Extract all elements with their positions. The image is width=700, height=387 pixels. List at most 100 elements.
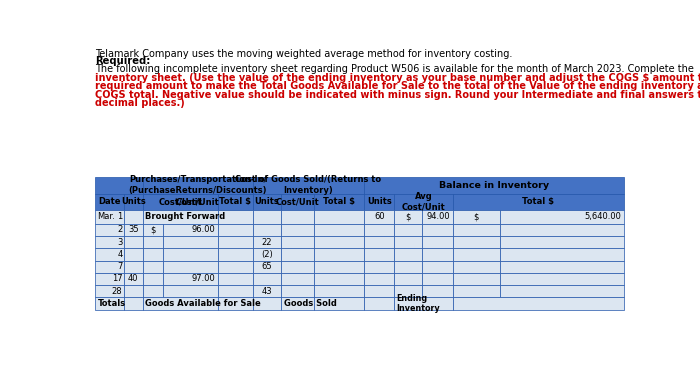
Bar [394,236,422,248]
Bar [364,273,394,285]
Bar [163,260,218,273]
Text: Telamark Company uses the moving weighted average method for inventory costing.: Telamark Company uses the moving weighte… [95,49,512,59]
Bar [143,176,253,194]
Bar [124,285,143,298]
Bar [143,285,164,298]
Bar [364,285,394,298]
Text: 22: 22 [262,238,272,247]
Bar [314,248,364,260]
Bar [452,260,500,273]
Bar [143,194,218,210]
Text: Mar.: Mar. [97,212,115,221]
Text: The following incomplete inventory sheet regarding Product W506 is available for: The following incomplete inventory sheet… [95,64,694,74]
Bar [314,298,364,310]
Bar [500,236,624,248]
Bar [253,210,281,224]
Text: Cost/Unit: Cost/Unit [158,197,202,206]
Text: required amount to make the Total Goods Available for Sale to the total of the V: required amount to make the Total Goods … [95,81,700,91]
Bar [143,236,164,248]
Bar [218,285,253,298]
Bar [253,236,281,248]
Text: 94.00: 94.00 [426,212,450,221]
Bar [124,236,143,248]
Bar [452,236,500,248]
Bar [281,285,314,298]
Bar [163,248,218,260]
Bar [394,210,422,224]
Bar [218,298,253,310]
Text: $: $ [473,212,479,221]
Text: 35: 35 [128,225,139,234]
Bar [281,260,314,273]
Bar [253,248,281,260]
Bar [394,224,422,236]
Text: 65: 65 [262,262,272,271]
Bar [253,224,281,236]
Bar [253,176,364,194]
Bar [452,210,500,224]
Bar [124,248,143,260]
Text: Cost/Unit: Cost/Unit [276,197,319,206]
Text: $: $ [406,212,411,221]
Bar [394,285,422,298]
Bar [314,260,364,273]
Text: 17: 17 [112,274,122,284]
Bar [500,285,624,298]
Text: decimal places.): decimal places.) [95,98,185,108]
Bar [452,298,624,310]
Text: Required:: Required: [95,57,150,67]
Text: Totals: Totals [97,299,126,308]
Bar [422,210,452,224]
Text: Cost of Goods Sold/(Returns to
Inventory): Cost of Goods Sold/(Returns to Inventory… [235,175,382,195]
Bar [95,260,124,273]
Text: Units: Units [121,197,146,206]
Bar [364,298,394,310]
Bar [314,285,364,298]
Bar [364,248,394,260]
Bar [281,273,314,285]
Bar [253,285,281,298]
Bar [218,260,253,273]
Bar [95,273,124,285]
Bar [394,248,422,260]
Text: 7: 7 [117,262,122,271]
Bar [143,210,218,224]
Bar [281,236,314,248]
Text: 5,640.00: 5,640.00 [584,212,622,221]
Text: 4: 4 [117,250,122,259]
Bar [314,210,364,224]
Text: Balance in Inventory: Balance in Inventory [439,181,549,190]
Bar [314,224,364,236]
Bar [394,194,452,210]
Bar [281,210,314,224]
Bar [218,273,253,285]
Text: Cost/Unit: Cost/Unit [176,197,219,206]
Text: 60: 60 [374,212,384,221]
Text: Goods Sold: Goods Sold [284,299,337,308]
Text: $: $ [150,225,155,234]
Bar [218,224,253,236]
Bar [394,298,452,310]
Text: Units: Units [255,197,279,206]
Bar [95,248,124,260]
Bar [124,210,143,224]
Bar [281,248,314,260]
Bar [163,224,218,236]
Bar [95,285,124,298]
Bar [163,285,218,298]
Bar [95,224,124,236]
Bar [95,236,124,248]
Bar [143,298,218,310]
Bar [143,273,164,285]
Bar [163,273,218,285]
Text: 1: 1 [117,212,122,221]
Bar [500,260,624,273]
Text: Date: Date [98,197,121,206]
Text: 28: 28 [112,287,122,296]
Bar [364,176,624,194]
Bar [500,224,624,236]
Text: 43: 43 [262,287,272,296]
Bar [143,260,164,273]
Bar [364,260,394,273]
Bar [253,298,281,310]
